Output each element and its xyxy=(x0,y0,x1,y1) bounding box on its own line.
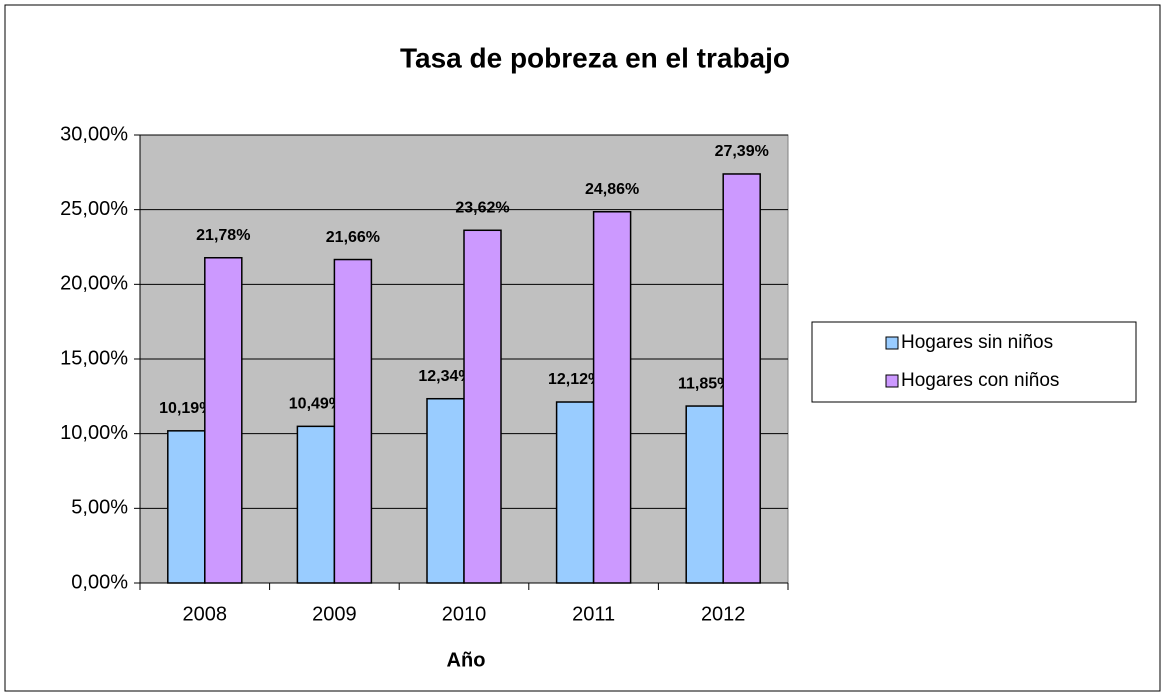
data-label: 10,19% xyxy=(159,400,213,417)
data-label: 23,62% xyxy=(455,199,509,216)
data-label: 21,78% xyxy=(196,227,250,244)
chart-title: Tasa de pobreza en el trabajo xyxy=(400,42,790,73)
x-tick-label: 2008 xyxy=(183,603,228,625)
y-tick-label: 20,00% xyxy=(60,273,128,295)
x-tick-label: 2009 xyxy=(312,603,357,625)
y-tick-label: 0,00% xyxy=(71,571,128,593)
y-tick-label: 10,00% xyxy=(60,422,128,444)
x-tick-label: 2012 xyxy=(701,603,746,625)
data-label: 12,34% xyxy=(418,368,472,385)
x-axis-title: Año xyxy=(447,649,486,671)
data-label: 10,49% xyxy=(289,396,343,413)
data-label: 27,39% xyxy=(715,143,769,160)
legend-swatch xyxy=(885,374,899,388)
bar xyxy=(463,229,502,584)
y-tick-label: 5,00% xyxy=(71,497,128,519)
data-label: 24,86% xyxy=(585,181,639,198)
x-tick-label: 2010 xyxy=(442,603,487,625)
legend-label: Hogares sin niños xyxy=(901,332,1053,353)
data-label: 21,66% xyxy=(326,229,380,246)
y-tick-label: 15,00% xyxy=(60,347,128,369)
bar xyxy=(426,397,465,584)
legend-label: Hogares con niños xyxy=(901,370,1059,391)
bar xyxy=(555,401,595,584)
bar xyxy=(204,257,243,584)
y-tick-label: 30,00% xyxy=(60,123,128,145)
data-label: 12,12% xyxy=(548,371,602,388)
bar xyxy=(592,211,632,584)
bar xyxy=(167,430,206,584)
data-label: 11,85% xyxy=(678,375,731,392)
legend xyxy=(811,321,1137,403)
bar xyxy=(333,258,373,584)
bar xyxy=(722,173,761,584)
legend-swatch xyxy=(885,336,899,350)
y-tick-label: 25,00% xyxy=(60,198,128,220)
bar xyxy=(296,425,336,584)
bar xyxy=(685,405,724,584)
x-tick-label: 2011 xyxy=(572,603,615,625)
